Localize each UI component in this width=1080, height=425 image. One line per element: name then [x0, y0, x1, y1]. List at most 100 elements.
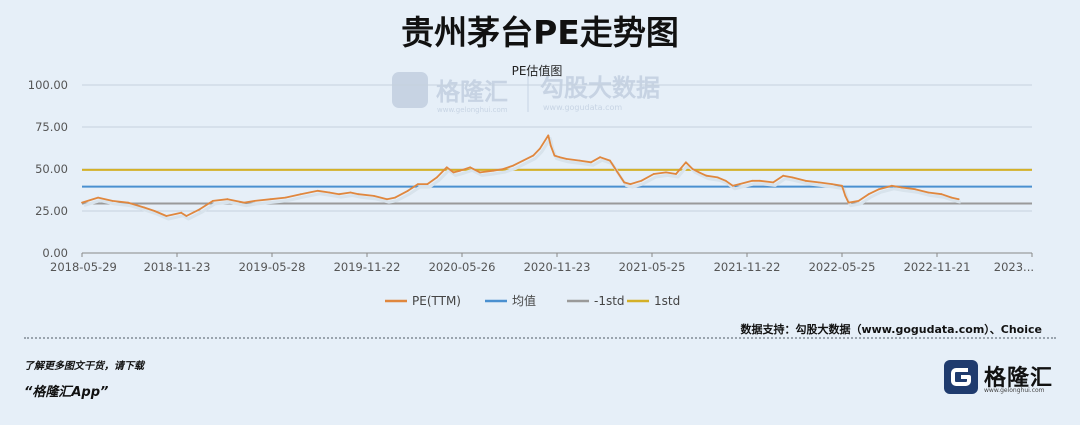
x-tick-label: 2023... — [994, 260, 1034, 274]
x-tick-label: 2018-11-23 — [144, 260, 211, 274]
pe-point — [738, 183, 741, 185]
pe-point — [417, 183, 419, 185]
y-tick-label: 100.00 — [28, 78, 68, 92]
pe-point — [675, 173, 677, 175]
y-tick-label: 0.00 — [42, 246, 68, 260]
brand-logo: 格隆汇 www.gelonghui.com — [944, 360, 1054, 396]
y-tick-label: 75.00 — [35, 120, 68, 134]
pe-point — [111, 200, 114, 202]
y-tick-label: 25.00 — [35, 204, 68, 218]
pe-point — [452, 171, 455, 174]
legend-label: 均值 — [512, 293, 536, 308]
legend-label: PE(TTM) — [412, 294, 461, 308]
pe-point — [590, 161, 592, 164]
pe-point — [316, 189, 319, 192]
pe-point — [772, 181, 775, 184]
pe-point — [957, 198, 960, 201]
pe-point — [847, 201, 850, 204]
data-source: 数据支持：勾股大数据（www.gogudata.com）、Choice — [740, 323, 1042, 336]
legend: PE(TTM) 均值 -1std 1std — [385, 293, 680, 308]
pe-point — [705, 174, 708, 177]
pe-point — [578, 159, 581, 162]
pe-point — [532, 154, 535, 157]
x-tick-label: 2019-05-28 — [239, 260, 306, 274]
pe-point — [553, 154, 556, 157]
pe-point — [950, 196, 953, 199]
pe-point — [426, 183, 429, 185]
pe-point — [791, 176, 794, 179]
pe-point — [927, 191, 930, 194]
pe-point — [386, 198, 388, 201]
pe-point — [198, 208, 201, 211]
pe-point — [616, 171, 619, 174]
x-tick-label: 2018-05-29 — [50, 260, 117, 274]
pe-point — [629, 183, 632, 185]
pe-point — [782, 174, 785, 177]
x-tick-label: 2021-05-25 — [619, 260, 686, 274]
pe-point — [940, 193, 943, 196]
pe-point — [512, 164, 515, 167]
pe-point — [844, 195, 847, 197]
pe-point — [751, 179, 754, 182]
pe-point — [253, 200, 256, 202]
pe-chart: 格隆汇 www.gelonghui.com 勾股大数据 www.gogudata… — [28, 63, 1034, 308]
pe-point — [857, 200, 860, 202]
pe-point — [143, 206, 146, 209]
x-tick-label: 2022-05-25 — [809, 260, 876, 274]
pe-point — [394, 196, 396, 199]
x-tick-label: 2022-11-21 — [904, 260, 971, 274]
pe-point — [724, 179, 727, 182]
pe-point — [328, 191, 331, 194]
pe-point — [716, 176, 719, 179]
brand-url: www.gelonghui.com — [984, 387, 1045, 394]
pe-point — [185, 215, 188, 217]
pe-point — [652, 173, 655, 175]
pe-point — [469, 166, 471, 169]
pe-point — [212, 200, 214, 202]
legend-label: 1std — [654, 294, 680, 308]
pe-point — [349, 191, 352, 194]
pe-point — [299, 193, 302, 196]
pe-point — [867, 193, 870, 196]
pe-point — [502, 168, 505, 170]
pe-point — [609, 159, 611, 162]
promo-text: 了解更多图文干货，请下载 — [24, 361, 144, 372]
pe-point — [522, 159, 525, 162]
pe-point — [226, 198, 229, 201]
pe-point — [538, 147, 541, 150]
pe-point — [804, 179, 807, 182]
x-axis-ticks: 2018-05-29 2018-11-23 2019-05-28 2019-11-22… — [50, 252, 1034, 274]
watermark-right-name: 勾股大数据 — [540, 74, 660, 102]
pe-point — [479, 171, 481, 174]
brand-name: 格隆汇 — [984, 366, 1054, 391]
pe-point — [691, 168, 694, 170]
x-tick-label: 2020-11-23 — [524, 260, 591, 274]
gelonghui-g-icon — [944, 360, 978, 394]
pe-point — [759, 179, 761, 182]
y-axis-ticks: 100.00 75.00 50.00 25.00 0.00 — [28, 78, 68, 260]
pe-point — [665, 171, 667, 174]
pe-point — [445, 166, 448, 169]
pe-point — [127, 201, 129, 204]
pe-point — [817, 181, 820, 184]
watermark-right-url: www.gogudata.com — [543, 103, 622, 112]
pe-point — [914, 188, 916, 191]
pe-point — [357, 193, 360, 196]
pe-point — [623, 181, 626, 184]
pe-point — [549, 144, 552, 147]
legend-label: -1std — [594, 294, 625, 308]
watermark-gelonghui: 格隆汇 www.gelonghui.com 勾股大数据 www.gogudata… — [392, 72, 660, 114]
pe-point — [243, 201, 246, 204]
pe-point — [599, 156, 601, 159]
pe-point — [900, 186, 903, 189]
pe-point — [459, 169, 461, 172]
y-tick-label: 50.00 — [35, 162, 68, 176]
pe-point — [547, 134, 550, 137]
pe-point — [558, 156, 561, 159]
pe-point — [269, 198, 272, 201]
pe-point — [284, 196, 287, 199]
pe-point — [878, 188, 880, 191]
chart-title: PE估值图 — [512, 63, 563, 78]
pe-point — [153, 210, 156, 212]
pe-point — [698, 171, 701, 174]
